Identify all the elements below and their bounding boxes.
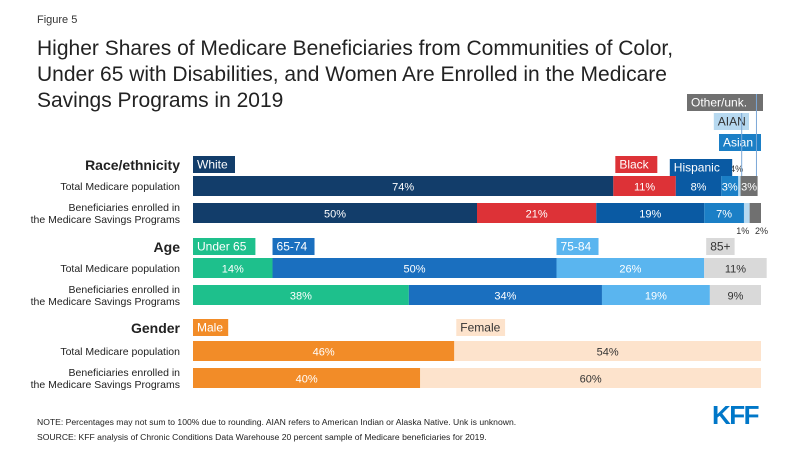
legend-label: AIAN bbox=[718, 115, 746, 129]
chart-title: Higher Shares of Medicare Beneficiaries … bbox=[37, 37, 674, 112]
data-label: 40% bbox=[296, 374, 318, 386]
legend-swatch bbox=[193, 156, 235, 173]
category-label: Total Medicare population bbox=[60, 181, 180, 193]
chart-source: SOURCE: KFF analysis of Chronic Conditio… bbox=[37, 432, 487, 442]
data-label: 46% bbox=[313, 347, 335, 359]
group-heading-1: Age bbox=[154, 239, 181, 255]
category-label: Total Medicare population bbox=[60, 263, 180, 275]
category-label: the Medicare Savings Programs bbox=[31, 379, 180, 391]
bar-segment bbox=[420, 368, 761, 388]
bar-segment bbox=[721, 176, 739, 196]
data-label: 19% bbox=[639, 209, 661, 221]
category-label: Beneficiaries enrolled in bbox=[69, 202, 181, 214]
chart-note: NOTE: Percentages may not sum to 100% du… bbox=[37, 417, 517, 427]
stacked-bar-chart: Race/ethnicity Total Medicare population 7… bbox=[31, 94, 768, 391]
legend-swatch bbox=[615, 156, 658, 173]
legend-swatch bbox=[272, 238, 315, 255]
data-label: 14% bbox=[222, 264, 244, 276]
bar-segment bbox=[193, 203, 477, 223]
bar-segment bbox=[193, 368, 421, 388]
data-label-outside: .4% bbox=[728, 164, 744, 174]
legend-swatch bbox=[193, 319, 229, 336]
bar-segment bbox=[477, 203, 597, 223]
legend-swatch bbox=[706, 238, 735, 255]
legend-swatch bbox=[556, 238, 599, 255]
data-label: 54% bbox=[597, 347, 619, 359]
data-label: 3% bbox=[741, 182, 757, 194]
bar-segment bbox=[675, 176, 722, 196]
category-label: the Medicare Savings Programs bbox=[31, 296, 180, 308]
legend-label: Hispanic bbox=[674, 161, 720, 175]
data-label: 38% bbox=[290, 291, 312, 303]
legend-label: 65-74 bbox=[277, 240, 308, 254]
data-label: 26% bbox=[619, 264, 641, 276]
bar-segment bbox=[749, 203, 761, 223]
data-label: 11% bbox=[725, 264, 746, 276]
category-label: Beneficiaries enrolled in bbox=[69, 284, 181, 296]
data-label: 19% bbox=[645, 291, 667, 303]
data-label: 8% bbox=[691, 182, 707, 194]
bar-segment bbox=[272, 258, 557, 278]
data-label: 3% bbox=[722, 182, 738, 194]
group-heading-2: Gender bbox=[131, 320, 181, 336]
bar-segment bbox=[740, 176, 758, 196]
legend-swatch bbox=[687, 94, 763, 111]
data-label: 7% bbox=[716, 209, 732, 221]
figure-label: Figure 5 bbox=[37, 14, 78, 26]
group-heading-0: Race/ethnicity bbox=[85, 157, 180, 173]
bar-segment bbox=[193, 258, 273, 278]
bar-segment bbox=[193, 341, 455, 361]
legend-label: 85+ bbox=[710, 240, 730, 254]
category-label: the Medicare Savings Programs bbox=[31, 214, 180, 226]
category-label: Total Medicare population bbox=[60, 346, 180, 358]
legend-label: Other/unk. bbox=[691, 96, 747, 110]
kff-logo: KFF bbox=[712, 400, 760, 430]
legend-label: Male bbox=[197, 321, 223, 335]
bar-segment bbox=[596, 203, 705, 223]
legend-label: Asian bbox=[723, 136, 753, 150]
category-label: Beneficiaries enrolled in bbox=[69, 367, 181, 379]
data-label: 9% bbox=[727, 291, 743, 303]
bar-segment bbox=[738, 176, 741, 196]
bar-segment bbox=[743, 203, 750, 223]
legend-label: White bbox=[197, 158, 228, 172]
bar-segment bbox=[408, 285, 602, 305]
bar-segment bbox=[704, 203, 744, 223]
data-label: 11% bbox=[634, 182, 655, 194]
legend-label: 75-84 bbox=[561, 240, 592, 254]
legend-label: Black bbox=[619, 158, 649, 172]
data-label: 50% bbox=[404, 264, 426, 276]
legend-swatch bbox=[193, 238, 256, 255]
data-label: 74% bbox=[392, 182, 414, 194]
legend-swatch bbox=[456, 319, 506, 336]
bar-segment bbox=[709, 285, 761, 305]
legend-swatch bbox=[713, 113, 749, 130]
legend-label: Under 65 bbox=[197, 240, 247, 254]
data-label: 50% bbox=[324, 209, 346, 221]
data-label: 34% bbox=[494, 291, 516, 303]
data-label-outside: 2% bbox=[755, 226, 768, 236]
legend-swatch bbox=[669, 159, 733, 176]
bar-segment bbox=[193, 285, 409, 305]
data-label: 60% bbox=[580, 374, 602, 386]
bar-segment bbox=[193, 176, 614, 196]
legend-label: Female bbox=[460, 321, 500, 335]
bar-segment bbox=[704, 258, 767, 278]
bar-segment bbox=[454, 341, 761, 361]
bar-segment bbox=[601, 285, 710, 305]
data-label-outside: 1% bbox=[736, 226, 749, 236]
data-label: 21% bbox=[526, 209, 548, 221]
bar-segment bbox=[556, 258, 705, 278]
legend-swatch bbox=[719, 134, 761, 151]
bar-segment bbox=[613, 176, 676, 196]
